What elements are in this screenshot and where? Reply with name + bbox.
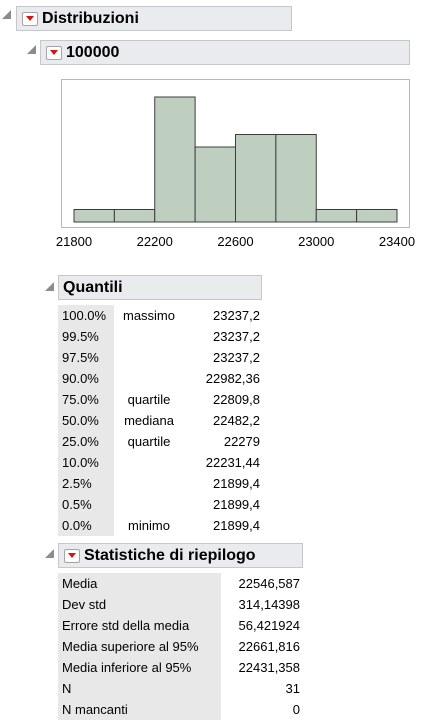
- quantile-label: minimo: [128, 518, 170, 533]
- statistic-value: 22661,816: [238, 639, 300, 654]
- histogram-bar: [235, 134, 277, 223]
- red-triangle-menu-icon[interactable]: [22, 11, 38, 26]
- quantile-label: quartile: [127, 392, 171, 407]
- histogram-bar: [275, 134, 317, 223]
- quantile-percent: 2.5%: [58, 473, 114, 494]
- table-row: 10.0% 22231,44: [58, 452, 263, 473]
- table-row: N mancanti 0: [58, 699, 303, 720]
- histogram: [73, 96, 398, 223]
- table-row: 0.5% 21899,4: [58, 494, 263, 515]
- histogram-bar: [113, 209, 156, 223]
- histogram-bar: [154, 96, 196, 223]
- variable-title: 100000: [66, 43, 120, 61]
- quantile-percent: 0.0%: [58, 515, 114, 536]
- quantile-percent: 75.0%: [58, 389, 114, 410]
- quantile-label: massimo: [122, 308, 175, 323]
- quantile-percent: 25.0%: [58, 431, 114, 452]
- table-row: 0.0% minimo 21899,4: [58, 515, 263, 536]
- disclosure-triangle-icon[interactable]: [45, 549, 54, 558]
- table-row: Dev std 314,14398: [58, 594, 303, 615]
- histogram-bar: [315, 209, 358, 223]
- quantile-label: mediana: [124, 413, 174, 428]
- quantile-percent: 97.5%: [58, 347, 114, 368]
- quantile-percent: 100.0%: [58, 305, 114, 326]
- statistic-label: N mancanti: [58, 699, 221, 720]
- table-row: 97.5% 23237,2: [58, 347, 263, 368]
- quantile-percent: 90.0%: [58, 368, 114, 389]
- quantile-value: 22279: [223, 434, 260, 449]
- statistic-label: N: [58, 678, 221, 699]
- table-row: 50.0% mediana 22482,2: [58, 410, 263, 431]
- table-row: Media superiore al 95% 22661,816: [58, 636, 303, 657]
- red-triangle-menu-icon[interactable]: [46, 45, 62, 60]
- quantile-label: quartile: [127, 434, 171, 449]
- table-row: 2.5% 21899,4: [58, 473, 263, 494]
- quantile-percent: 50.0%: [58, 410, 114, 431]
- variable-header: 100000: [40, 40, 410, 65]
- statistic-label: Errore std della media: [58, 615, 221, 636]
- quantile-value: 22982,36: [205, 371, 260, 386]
- quantile-value: 21899,4: [213, 518, 260, 533]
- statistic-label: Media: [58, 573, 221, 594]
- statistic-label: Media inferiore al 95%: [58, 657, 221, 678]
- statistic-value: 22546,587: [238, 576, 300, 591]
- table-row: 100.0% massimo 23237,2: [58, 305, 263, 326]
- table-row: 25.0% quartile 22279: [58, 431, 263, 452]
- x-tick-label: 22600: [217, 234, 254, 249]
- table-row: Errore std della media 56,421924: [58, 615, 303, 636]
- histogram-frame: [61, 79, 410, 228]
- red-triangle-menu-icon[interactable]: [64, 548, 80, 563]
- histogram-bar: [194, 146, 236, 223]
- quantiles-title: Quantili: [63, 278, 123, 296]
- quantile-value: 23237,2: [213, 350, 260, 365]
- quantile-value: 23237,2: [213, 329, 260, 344]
- summary-title: Statistiche di riepilogo: [84, 546, 256, 564]
- table-row: Media 22546,587: [58, 573, 303, 594]
- disclosure-triangle-icon[interactable]: [45, 282, 54, 291]
- statistic-value: 22431,358: [238, 660, 300, 675]
- quantile-value: 23237,2: [213, 308, 260, 323]
- quantile-value: 22809,8: [213, 392, 260, 407]
- quantile-value: 21899,4: [213, 497, 260, 512]
- distribution-title: Distribuzioni: [42, 9, 139, 27]
- distribution-header: Distribuzioni: [16, 6, 292, 31]
- statistic-value: 0: [292, 702, 300, 717]
- table-row: 75.0% quartile 22809,8: [58, 389, 263, 410]
- table-row: 99.5% 23237,2: [58, 326, 263, 347]
- quantile-percent: 99.5%: [58, 326, 114, 347]
- statistic-value: 314,14398: [238, 597, 300, 612]
- x-tick-label: 23000: [298, 234, 335, 249]
- x-tick-label: 22200: [136, 234, 173, 249]
- table-row: N 31: [58, 678, 303, 699]
- x-tick-label: 23400: [378, 234, 416, 249]
- statistic-value: 56,421924: [238, 618, 300, 633]
- quantile-value: 22482,2: [213, 413, 260, 428]
- quantile-value: 22231,44: [205, 455, 260, 470]
- statistic-label: Dev std: [58, 594, 221, 615]
- quantile-percent: 0.5%: [58, 494, 114, 515]
- disclosure-triangle-icon[interactable]: [27, 45, 36, 54]
- summary-header: Statistiche di riepilogo: [58, 543, 303, 568]
- histogram-bar: [73, 209, 115, 223]
- table-row: 90.0% 22982,36: [58, 368, 263, 389]
- x-tick-label: 21800: [55, 234, 93, 249]
- statistic-value: 31: [285, 681, 300, 696]
- quantiles-header: Quantili: [58, 275, 262, 300]
- statistic-label: Media superiore al 95%: [58, 636, 221, 657]
- disclosure-triangle-icon[interactable]: [2, 10, 11, 19]
- quantile-percent: 10.0%: [58, 452, 114, 473]
- table-row: Media inferiore al 95% 22431,358: [58, 657, 303, 678]
- histogram-bar: [356, 209, 398, 223]
- quantile-value: 21899,4: [213, 476, 260, 491]
